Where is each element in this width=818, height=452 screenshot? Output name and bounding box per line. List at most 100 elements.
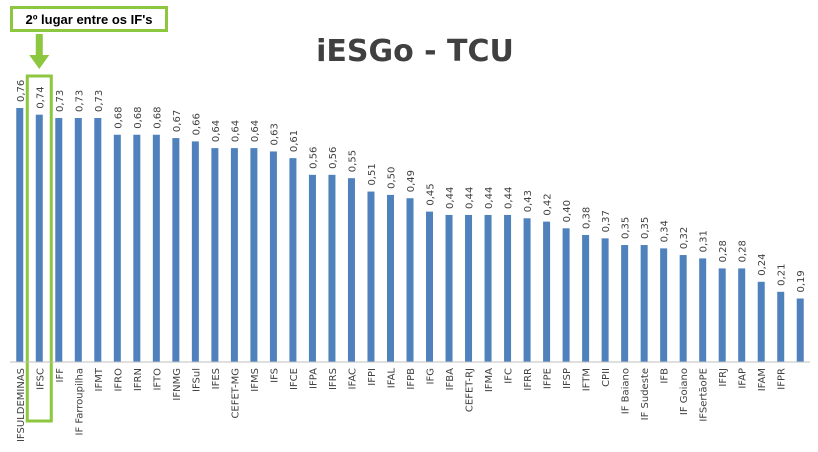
data-label: 0,64 <box>230 120 241 142</box>
bar <box>445 214 453 362</box>
category-label: IFS <box>269 368 280 383</box>
bar <box>426 211 434 362</box>
bar <box>250 148 258 362</box>
category-label: CPII <box>601 368 612 387</box>
data-label: 0,35 <box>640 217 651 239</box>
data-label: 0,64 <box>211 120 222 142</box>
data-label: 0,76 <box>16 80 27 102</box>
data-label: 0,63 <box>269 123 280 145</box>
category-label: IFRR <box>523 368 534 391</box>
data-label: 0,50 <box>386 167 397 189</box>
category-label: IFSC <box>35 368 46 390</box>
bar <box>328 174 336 362</box>
data-label: 0,67 <box>172 110 183 132</box>
bar <box>640 245 648 362</box>
category-label: IFPI <box>367 368 378 386</box>
data-label: 0,19 <box>796 270 807 292</box>
bar <box>172 138 180 362</box>
category-label: CEFET-RJ <box>465 368 476 412</box>
bar <box>191 141 199 362</box>
callout-text: 2º lugar entre os IF's <box>25 11 153 27</box>
category-label: IFAP <box>738 368 749 389</box>
bar <box>679 255 687 362</box>
data-label: 0,73 <box>55 90 66 112</box>
category-label: IFRO <box>113 368 124 392</box>
data-label: 0,43 <box>523 190 534 212</box>
category-label: IFRJ <box>718 368 729 387</box>
data-label: 0,24 <box>757 254 768 276</box>
bar <box>269 151 277 362</box>
data-label: 0,34 <box>660 220 671 242</box>
bar <box>16 108 24 362</box>
category-label: IF Goiano <box>679 368 690 415</box>
data-label: 0,44 <box>484 187 495 209</box>
category-label: IFMA <box>484 368 495 392</box>
category-label: IFTM <box>582 368 593 391</box>
category-label: IFAL <box>386 368 397 389</box>
category-label: IFPA <box>308 368 319 389</box>
arrow-down-icon <box>29 34 50 69</box>
bar <box>582 235 590 362</box>
category-label: IFG <box>426 368 437 384</box>
data-label: 0,74 <box>35 86 46 108</box>
data-label: 0,55 <box>347 150 358 172</box>
category-label: IFAC <box>347 368 358 389</box>
category-label: IF Farroupilha <box>74 368 85 436</box>
data-label: 0,68 <box>113 106 124 128</box>
bar <box>699 258 707 362</box>
bar <box>94 118 102 363</box>
category-label: IFB <box>660 368 671 384</box>
bar <box>35 114 43 363</box>
chart-title: iESGo - TCU <box>316 34 514 69</box>
category-label: IFRS <box>328 368 339 390</box>
data-label: 0,73 <box>94 90 105 112</box>
data-label: 0,37 <box>601 210 612 232</box>
bar <box>406 198 414 362</box>
category-label: IFSertãoPE <box>699 368 710 422</box>
category-label: IF Baiano <box>621 368 632 414</box>
bar <box>777 291 785 362</box>
category-label: CEFET-MG <box>230 368 241 419</box>
bar <box>133 134 141 362</box>
data-label: 0,44 <box>504 187 515 209</box>
data-label: 0,68 <box>133 106 144 128</box>
bar <box>152 134 160 362</box>
category-label: IFES <box>211 368 222 389</box>
bar <box>621 245 629 362</box>
category-label: IFC <box>504 368 515 384</box>
category-label: IF Sudeste <box>640 368 651 420</box>
data-label: 0,45 <box>426 183 437 205</box>
bar <box>718 268 726 362</box>
data-label: 0,31 <box>699 230 710 252</box>
data-label: 0,68 <box>152 106 163 128</box>
category-label: IFMT <box>94 367 105 391</box>
category-label: IFTO <box>152 368 163 391</box>
bar <box>465 214 473 362</box>
category-label: IFSULDEMINAS <box>16 368 27 442</box>
category-label: IFSul <box>191 368 202 392</box>
category-label: IFBA <box>445 368 456 391</box>
bar <box>523 218 531 362</box>
data-label: 0,64 <box>250 120 261 142</box>
bar <box>386 194 394 362</box>
data-label: 0,28 <box>738 240 749 262</box>
data-label: 0,44 <box>465 187 476 209</box>
callout-box: 2º lugar entre os IF's <box>10 6 168 32</box>
bar <box>504 214 512 362</box>
category-label: IFPE <box>543 368 554 389</box>
bar <box>484 214 492 362</box>
data-label: 0,66 <box>191 113 202 135</box>
category-label: IFPR <box>777 368 788 390</box>
bar <box>543 221 551 362</box>
data-label: 0,56 <box>328 147 339 169</box>
bar <box>367 191 375 362</box>
category-label: IFF <box>55 368 66 383</box>
bar <box>211 148 219 362</box>
data-label: 0,44 <box>445 187 456 209</box>
bar <box>55 118 63 363</box>
data-label: 0,51 <box>367 163 378 185</box>
bar <box>289 158 297 362</box>
bar <box>601 238 609 362</box>
bar <box>738 268 746 362</box>
category-label: IFAM <box>757 368 768 391</box>
